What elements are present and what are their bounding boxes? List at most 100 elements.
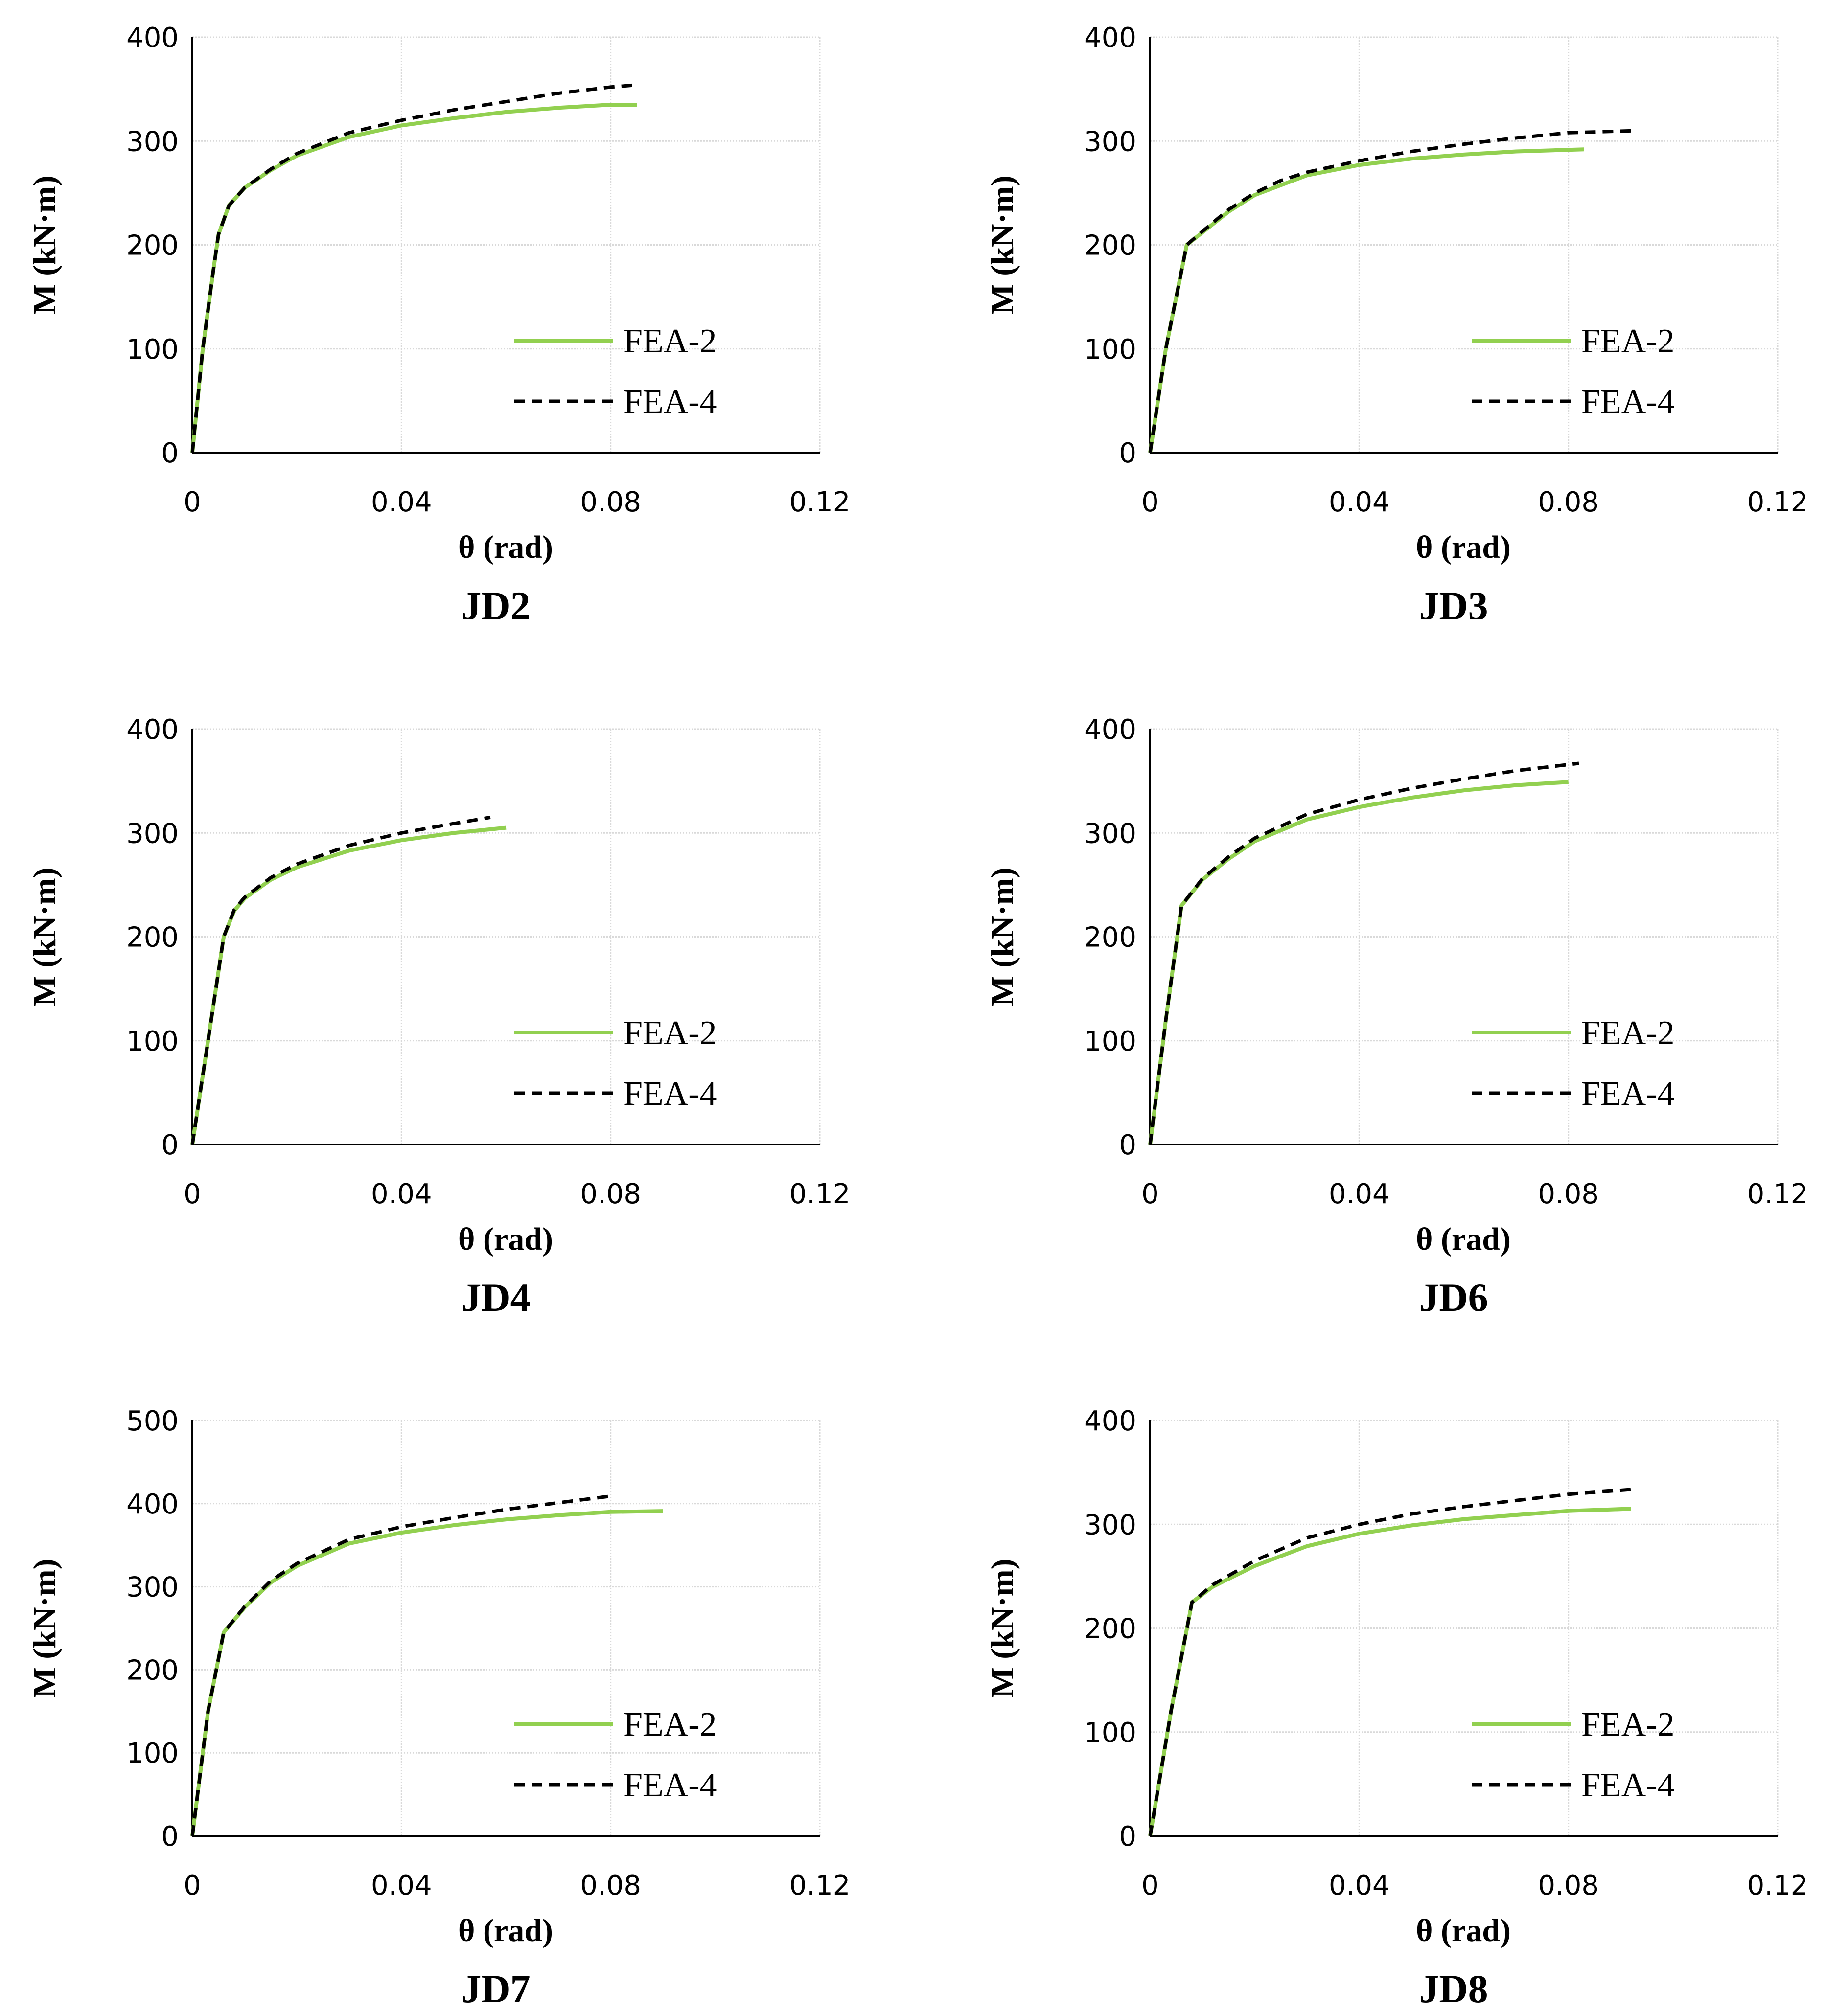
series-line-fea-4 [190,83,637,453]
series-line-fea-2 [190,1509,663,1836]
x-tick-label: 0.08 [580,486,641,518]
y-tick-label: 0 [161,1129,179,1161]
chart-jd4: 0 100 200 300 400 0 0.04 0.08 0.12 FEA-2 FEA-4 θ (r… [27,714,850,1320]
series-line-fea-2 [1148,1507,1632,1836]
y-tick-label: 300 [1084,126,1136,158]
chart-title: JD6 [1419,1275,1488,1320]
y-tick-label: 100 [126,334,179,366]
y-axis-label: M (kN·m) [27,867,63,1006]
y-tick-label: 0 [1119,1129,1136,1161]
y-tick-label: 400 [126,714,179,746]
chart-jd2: 0 100 200 300 400 0 0.04 0.08 0.12 FEA-2 FEA-4 θ (r… [27,22,850,628]
x-tick-label: 0.12 [1747,486,1808,518]
x-tick-label: 0.04 [371,1178,432,1210]
x-axis-label: θ (rad) [1416,1221,1511,1257]
x-tick-label: 0 [1141,1870,1159,1901]
y-tick-label: 100 [1084,1026,1136,1057]
x-tick-label: 0 [184,1870,201,1901]
x-tick-label: 0.04 [371,1870,432,1901]
series-line-fea-4 [190,815,491,1145]
x-tick-label: 0 [184,486,201,518]
legend-label: FEA-2 [1581,1706,1675,1743]
y-tick-label: 400 [1084,714,1136,746]
x-tick-label: 0.08 [580,1178,641,1210]
y-tick-label: 200 [1084,230,1136,262]
legend-label: FEA-2 [624,322,717,360]
x-tick-label: 0.12 [789,1178,851,1210]
y-tick-label: 0 [161,1821,179,1853]
series-line-fea-4 [190,1494,611,1836]
series-line-fea-4 [1148,1487,1637,1836]
x-tick-label: 0.12 [1747,1178,1808,1210]
legend-label: FEA-4 [624,383,717,421]
x-tick-label: 0.04 [1329,1870,1390,1901]
y-tick-label: 300 [126,818,179,849]
legend-label: FEA-2 [624,1014,717,1052]
y-tick-label: 400 [1084,22,1136,54]
chart-title: JD7 [461,1967,530,2011]
series-line-fea-2 [190,825,507,1145]
x-axis-label: θ (rad) [1416,529,1511,565]
x-tick-label: 0.04 [1329,486,1390,518]
legend-label: FEA-4 [624,1766,717,1804]
chart-jd3: 0 100 200 300 400 0 0.04 0.08 0.12 FEA-2 FEA-4 θ (r… [985,22,1808,628]
series-line-fea-4 [1148,129,1637,453]
y-tick-label: 100 [1084,1717,1136,1749]
legend-label: FEA-4 [624,1075,717,1113]
y-tick-label: 0 [1119,437,1136,469]
x-tick-label: 0.04 [1329,1178,1390,1210]
y-tick-label: 100 [126,1026,179,1057]
y-axis-label: M (kN·m) [27,175,63,314]
y-tick-label: 200 [126,230,179,262]
y-tick-label: 200 [1084,1613,1136,1645]
legend-label: FEA-2 [624,1706,717,1743]
y-axis-label: M (kN·m) [985,175,1020,314]
legend-label: FEA-4 [1581,1766,1675,1804]
y-axis-label: M (kN·m) [27,1558,63,1697]
y-tick-label: 300 [1084,818,1136,849]
y-tick-label: 300 [1084,1509,1136,1541]
x-tick-label: 0.04 [371,486,432,518]
chart-title: JD4 [461,1275,530,1320]
x-axis-label: θ (rad) [1416,1913,1511,1948]
y-tick-label: 200 [1084,922,1136,954]
legend-label: FEA-2 [1581,1014,1675,1052]
chart-title: JD2 [461,583,530,628]
chart-title: JD8 [1419,1967,1488,2011]
y-tick-label: 300 [126,126,179,158]
series-line-fea-4 [1148,761,1579,1145]
x-axis-label: θ (rad) [458,529,553,565]
series-line-fea-2 [1148,780,1569,1145]
y-tick-label: 100 [1084,334,1136,366]
chart-jd7: 0 100 200 300 400 500 0 0.04 0.08 0.12 FEA-2 FEA-4 θ… [27,1405,850,2011]
x-tick-label: 0.08 [1538,1870,1599,1901]
y-tick-label: 500 [126,1405,179,1437]
y-tick-label: 100 [126,1738,179,1769]
x-tick-label: 0.08 [580,1870,641,1901]
y-axis-label: M (kN·m) [985,867,1020,1006]
legend-label: FEA-2 [1581,322,1675,360]
chart-jd6: 0 100 200 300 400 0 0.04 0.08 0.12 FEA-2 FEA-4 θ (r… [985,714,1808,1320]
x-tick-label: 0.12 [789,1870,851,1901]
y-tick-label: 0 [161,437,179,469]
x-tick-label: 0 [184,1178,201,1210]
x-tick-label: 0 [1141,486,1159,518]
y-tick-label: 400 [1084,1405,1136,1437]
series-line-fea-2 [1148,147,1584,453]
chart-jd8: 0 100 200 300 400 0 0.04 0.08 0.12 FEA-2 FEA-4 θ (r… [985,1405,1808,2011]
chart-title: JD3 [1419,583,1488,628]
x-tick-label: 0.08 [1538,1178,1599,1210]
x-axis-label: θ (rad) [458,1221,553,1257]
x-tick-label: 0.08 [1538,486,1599,518]
x-tick-label: 0.12 [789,486,851,518]
y-tick-label: 0 [1119,1821,1136,1853]
legend-label: FEA-4 [1581,1075,1675,1113]
y-tick-label: 300 [126,1572,179,1604]
y-tick-label: 400 [126,22,179,54]
x-tick-label: 0.12 [1747,1870,1808,1901]
y-tick-label: 400 [126,1489,179,1520]
x-axis-label: θ (rad) [458,1913,553,1948]
x-tick-label: 0 [1141,1178,1159,1210]
y-axis-label: M (kN·m) [985,1558,1020,1697]
